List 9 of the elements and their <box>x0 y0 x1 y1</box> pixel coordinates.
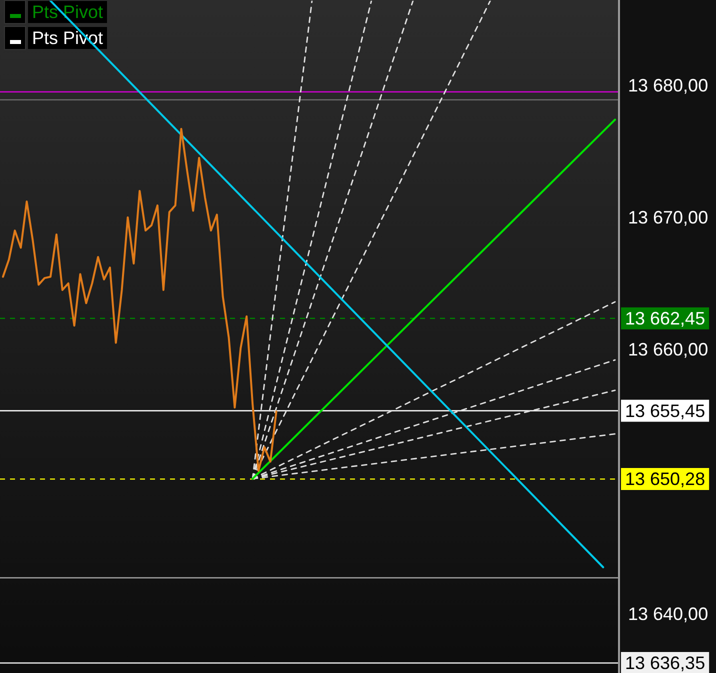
ref-line-label: 13 655,45 <box>625 400 706 421</box>
y-tick-label: 13 660,00 <box>628 340 708 360</box>
annotation: Pts Pivot <box>28 1 108 23</box>
ref-line-label: 13 636,35 <box>625 652 706 673</box>
y-tick-label: 13 680,00 <box>628 76 708 96</box>
ref-line-label: 13 650,28 <box>625 469 706 490</box>
y-tick-label: 13 670,00 <box>628 208 708 228</box>
y-tick-label: 13 640,00 <box>628 604 708 624</box>
ref-line-label: 13 662,45 <box>625 308 706 328</box>
